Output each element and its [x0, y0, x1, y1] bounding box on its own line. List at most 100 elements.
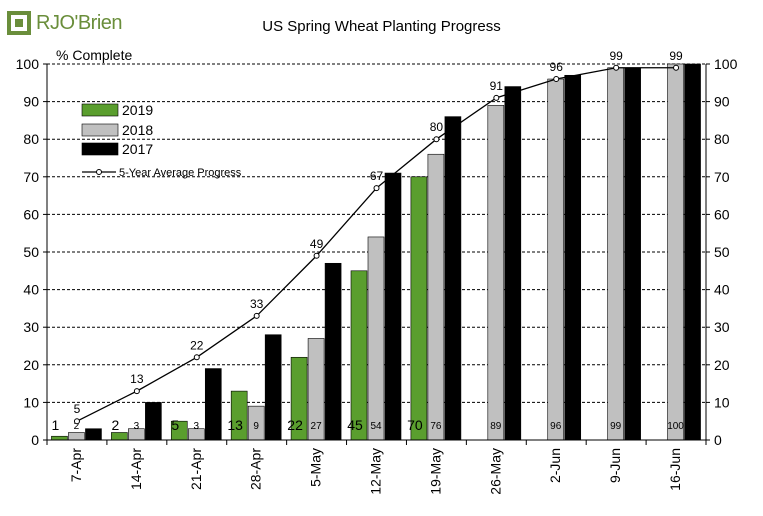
bar-label-2018: 99: [610, 421, 622, 432]
y-tick-label-left: 60: [23, 206, 39, 222]
average-label: 80: [430, 120, 444, 134]
brand-logo: RJO'Brien: [6, 8, 146, 40]
legend-swatch-2018: [81, 123, 119, 137]
average-label: 67: [370, 169, 384, 183]
bar-2018: [427, 153, 445, 441]
y-tick-label-left: 100: [16, 56, 40, 72]
average-point: [73, 418, 80, 425]
bar-2017: [324, 262, 342, 441]
bar-2017: [684, 63, 701, 441]
average-point: [613, 64, 620, 71]
y-tick-label-left: 10: [23, 394, 39, 410]
y-tick-label-right: 10: [714, 394, 730, 410]
y-tick-label-left: 30: [23, 319, 39, 335]
bar-label-2018: 100: [667, 421, 684, 432]
x-tick-label: 26-May: [487, 448, 503, 495]
chart-title: US Spring Wheat Planting Progress: [262, 18, 501, 35]
y-tick-label-right: 60: [714, 206, 730, 222]
bar-2019: [51, 435, 68, 441]
y-tick-label-right: 100: [714, 56, 738, 72]
average-point: [193, 354, 200, 361]
x-tick-label: 9-Jun: [607, 448, 623, 483]
bar-2018: [367, 236, 385, 441]
bar-2017: [204, 368, 222, 441]
bar-label-2018: 89: [490, 421, 502, 432]
bar-label-2019: 70: [407, 417, 423, 433]
bar-label-2018: 3: [134, 421, 140, 432]
logo-icon: [7, 11, 31, 35]
bar-2018: [667, 63, 684, 441]
bar-label-2019: 13: [227, 417, 243, 433]
bar-2017: [85, 428, 102, 441]
y-tick-label-left: 70: [23, 169, 39, 185]
average-label: 91: [490, 79, 504, 93]
average-point: [313, 252, 320, 259]
x-tick-label: 7-Apr: [68, 448, 84, 483]
legend-swatch-2017: [81, 142, 119, 156]
y-tick-label-right: 50: [714, 244, 730, 260]
bar-2019: [410, 176, 428, 441]
bar-2017: [444, 116, 462, 441]
bar-label-2018: 3: [193, 421, 199, 432]
bar-label-2019: 2: [111, 417, 119, 433]
bar-2019: [350, 270, 368, 441]
y-axis-label: % Complete: [56, 47, 133, 63]
x-tick-label: 19-May: [427, 448, 443, 495]
legend-label-average: 5-Year Average Progress: [119, 167, 242, 179]
average-label: 49: [310, 237, 324, 251]
x-tick-label: 14-Apr: [128, 448, 144, 490]
bar-2017: [624, 67, 641, 441]
legend-swatch-2019: [81, 103, 119, 117]
bar-2017: [145, 402, 162, 441]
average-point: [493, 94, 500, 101]
y-tick-label-right: 70: [714, 169, 730, 185]
bar-label-2018: 54: [370, 421, 382, 432]
bar-2017: [264, 334, 282, 441]
y-tick-label-right: 80: [714, 131, 730, 147]
average-point: [673, 64, 680, 71]
bar-2017: [384, 172, 402, 441]
x-tick-label: 2-Jun: [547, 448, 563, 483]
y-tick-label-left: 50: [23, 244, 39, 260]
legend-label-2018: 2018: [122, 122, 153, 138]
bar-label-2019: 1: [52, 417, 60, 433]
x-tick-label: 16-Jun: [667, 448, 683, 491]
bar-label-2018: 76: [430, 421, 442, 432]
bar-2017: [564, 74, 582, 441]
x-tick-label: 5-May: [308, 448, 324, 487]
x-tick-label: 21-Apr: [188, 448, 204, 490]
y-tick-label-right: 40: [714, 282, 730, 298]
bar-2018: [547, 78, 565, 441]
y-tick-label-left: 80: [23, 131, 39, 147]
y-tick-label-right: 20: [714, 357, 730, 373]
legend-label-2019: 2019: [122, 102, 153, 118]
y-tick-label-left: 40: [23, 282, 39, 298]
bar-2017: [504, 86, 522, 441]
average-point: [433, 136, 440, 143]
average-label: 99: [609, 49, 623, 63]
legend-marker-average: [96, 169, 102, 175]
bar-2018: [68, 432, 85, 441]
average-point: [373, 185, 380, 192]
bar-label-2019: 5: [171, 417, 179, 433]
bar-label-2018: 96: [550, 421, 562, 432]
average-label: 33: [250, 297, 264, 311]
y-tick-label-left: 20: [23, 357, 39, 373]
y-tick-label-right: 90: [714, 94, 730, 110]
x-tick-label: 12-May: [368, 448, 384, 495]
y-tick-label-left: 90: [23, 94, 39, 110]
average-label: 22: [190, 338, 204, 352]
y-tick-label-right: 30: [714, 319, 730, 335]
bar-label-2018: 27: [311, 421, 323, 432]
bar-2019: [111, 432, 128, 441]
bar-2018: [487, 105, 505, 441]
average-label: 96: [550, 60, 564, 74]
bar-label-2018: 9: [253, 421, 259, 432]
average-label: 13: [130, 372, 144, 386]
y-tick-label-left: 0: [31, 432, 39, 448]
bar-label-2019: 22: [287, 417, 303, 433]
bar-label-2019: 45: [347, 417, 363, 433]
bar-2018: [607, 67, 624, 441]
x-tick-label: 28-Apr: [248, 448, 264, 490]
